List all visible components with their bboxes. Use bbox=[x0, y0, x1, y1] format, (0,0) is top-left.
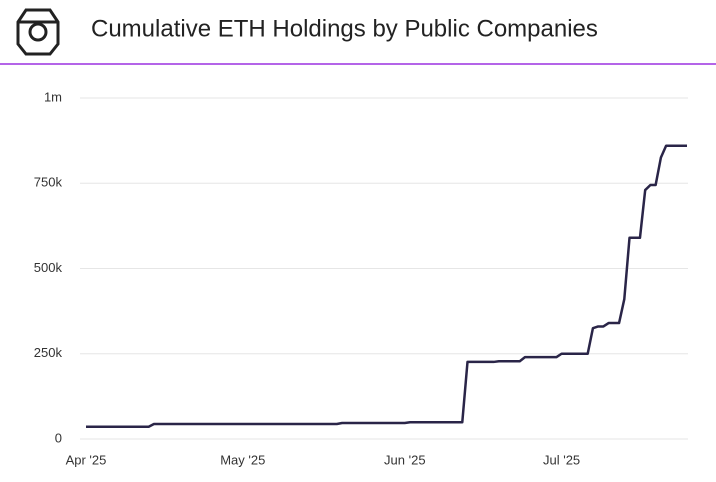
x-tick-label: May '25 bbox=[220, 452, 265, 467]
logo bbox=[16, 8, 60, 56]
chart-title: Cumulative ETH Holdings by Public Compan… bbox=[91, 15, 598, 42]
data-line bbox=[86, 144, 687, 428]
y-tick-label: 750k bbox=[34, 175, 63, 190]
y-tick-label: 0 bbox=[55, 430, 62, 445]
logo-core bbox=[28, 22, 48, 42]
y-tick-label: 1m bbox=[44, 89, 62, 104]
x-tick-label: Jun '25 bbox=[384, 452, 426, 467]
logo-frame bbox=[16, 8, 60, 56]
x-tick-label: Apr '25 bbox=[66, 452, 107, 467]
y-tick-label: 500k bbox=[34, 260, 63, 275]
x-tick-label: Jul '25 bbox=[543, 452, 580, 467]
y-tick-label: 250k bbox=[34, 345, 63, 360]
